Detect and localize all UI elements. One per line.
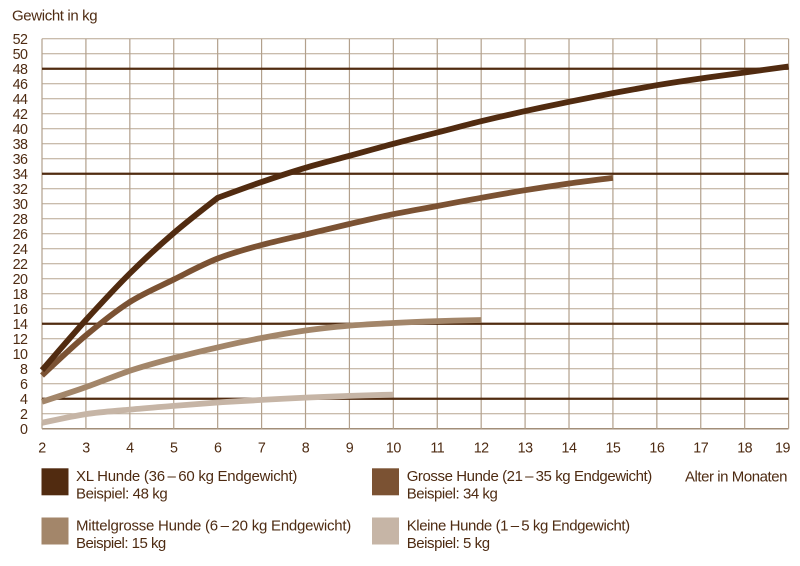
svg-text:10: 10	[13, 347, 28, 363]
svg-text:26: 26	[13, 227, 28, 243]
svg-text:8: 8	[302, 441, 310, 457]
svg-text:15: 15	[605, 441, 620, 457]
svg-text:6: 6	[20, 377, 28, 393]
svg-text:48: 48	[13, 62, 28, 78]
svg-text:4: 4	[126, 441, 134, 457]
svg-text:22: 22	[13, 257, 28, 273]
svg-text:12: 12	[474, 441, 489, 457]
svg-text:XL Hunde (36 – 60 kg Endgewich: XL Hunde (36 – 60 kg Endgewicht)	[76, 468, 297, 485]
svg-text:14: 14	[13, 317, 28, 333]
svg-text:28: 28	[13, 212, 28, 228]
svg-text:18: 18	[13, 287, 28, 303]
svg-text:2: 2	[20, 407, 28, 423]
svg-text:3: 3	[82, 441, 90, 457]
svg-text:20: 20	[13, 272, 28, 288]
svg-text:Gewicht in kg: Gewicht in kg	[12, 8, 97, 25]
svg-text:2: 2	[38, 441, 46, 457]
svg-text:24: 24	[13, 242, 28, 258]
svg-text:Alter in Monaten: Alter in Monaten	[685, 468, 787, 485]
svg-text:Beispiel: 5 kg: Beispiel: 5 kg	[407, 535, 490, 552]
svg-text:13: 13	[518, 441, 533, 457]
svg-text:5: 5	[170, 441, 178, 457]
svg-text:18: 18	[737, 441, 752, 457]
svg-text:36: 36	[13, 152, 28, 168]
svg-text:34: 34	[13, 167, 28, 183]
svg-text:50: 50	[13, 47, 28, 63]
svg-text:19: 19	[775, 441, 790, 457]
svg-text:0: 0	[20, 422, 28, 438]
svg-text:Grosse Hunde (21 – 35 kg Endge: Grosse Hunde (21 – 35 kg Endgewicht)	[407, 468, 653, 485]
svg-text:Mittelgrosse Hunde (6 – 20 kg: Mittelgrosse Hunde (6 – 20 kg Endgewicht…	[76, 517, 351, 534]
svg-text:32: 32	[13, 182, 28, 198]
svg-text:4: 4	[20, 392, 28, 408]
svg-text:Kleine Hunde (1 – 5 kg Endgewi: Kleine Hunde (1 – 5 kg Endgewicht)	[407, 517, 630, 534]
svg-text:40: 40	[13, 122, 28, 138]
svg-text:38: 38	[13, 137, 28, 153]
svg-text:Beispiel: 48 kg: Beispiel: 48 kg	[76, 486, 167, 503]
svg-text:7: 7	[258, 441, 266, 457]
svg-text:12: 12	[13, 332, 28, 348]
svg-text:52: 52	[13, 32, 28, 48]
svg-text:Beispiel: 15 kg: Beispiel: 15 kg	[76, 535, 166, 552]
svg-text:16: 16	[13, 302, 28, 318]
svg-text:44: 44	[13, 92, 28, 108]
svg-text:8: 8	[20, 362, 28, 378]
svg-text:Beispiel: 34 kg: Beispiel: 34 kg	[407, 486, 498, 503]
svg-text:16: 16	[649, 441, 664, 457]
svg-text:10: 10	[386, 441, 401, 457]
svg-text:11: 11	[430, 441, 444, 457]
svg-text:17: 17	[693, 441, 708, 457]
svg-text:42: 42	[13, 107, 28, 123]
svg-text:9: 9	[346, 441, 354, 457]
svg-text:30: 30	[13, 197, 28, 213]
svg-text:6: 6	[214, 441, 222, 457]
svg-text:14: 14	[562, 441, 577, 457]
svg-text:46: 46	[13, 77, 28, 93]
